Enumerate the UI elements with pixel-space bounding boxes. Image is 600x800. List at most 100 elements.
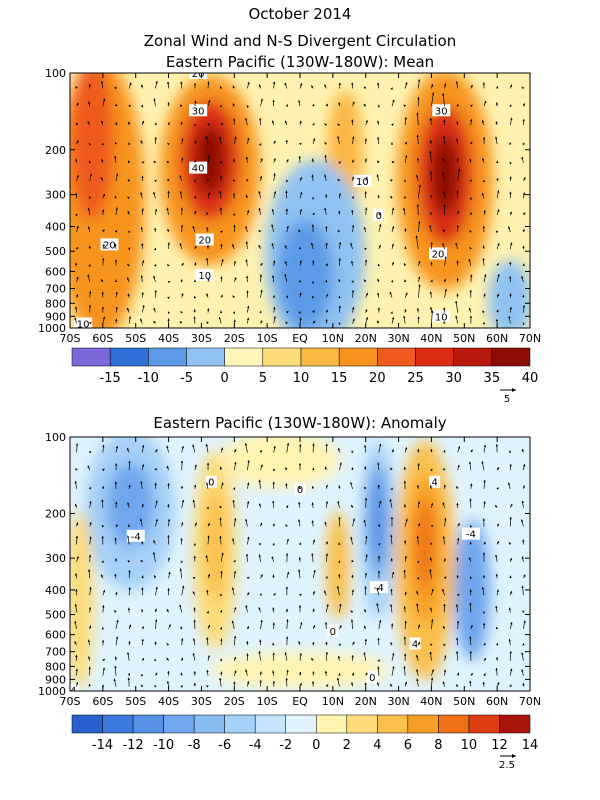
anomaly-wind-vector-head	[495, 554, 498, 558]
anomaly-wind-vector-head	[430, 449, 433, 452]
anomaly-wind-vector-head	[443, 450, 446, 453]
anomaly-wind-vector-head	[89, 536, 92, 539]
anomaly-wind-vector-head	[510, 668, 513, 672]
mean-wind-vector-head	[325, 293, 329, 297]
mean-wind-vector-head	[284, 120, 288, 124]
mean-wind-vector-head	[351, 82, 354, 85]
anomaly-wind-vector-head	[193, 543, 196, 546]
anomaly-wind-vector-head	[206, 611, 209, 614]
mean-wind-vector-head	[167, 102, 170, 105]
anomaly-wind-vector-head	[272, 481, 275, 485]
mean-wind-vector-head	[75, 158, 78, 161]
anomaly-wind-vector-head	[206, 637, 209, 640]
anomaly-wind-vector-head	[403, 569, 406, 573]
mean-wind-vector-head	[258, 143, 262, 146]
mean-reference-value: 5	[504, 394, 510, 405]
anomaly-westerly-equator	[326, 510, 350, 620]
anomaly-wind-vector-head	[390, 534, 393, 538]
mean-wind-vector-head	[74, 306, 78, 309]
mean-wind-vector-head	[456, 121, 459, 124]
mean-wind-vector-head	[140, 226, 143, 230]
anomaly-wind-vector-head	[273, 445, 276, 449]
mean-wind-vector-head	[443, 204, 446, 207]
mean-wind-vector-head	[180, 81, 183, 84]
anomaly-wind-vector-head	[88, 487, 92, 490]
mean-wind-vector-head	[429, 140, 432, 143]
anomaly-wind-vector-head	[180, 460, 184, 463]
mean-wind-vector-head	[219, 310, 223, 313]
anomaly-wind-vector-head	[311, 553, 314, 556]
anomaly-wind-vector-head	[352, 518, 356, 521]
anomaly-wind-vector-head	[469, 576, 473, 579]
anomaly-wind-vector-head	[154, 619, 158, 622]
mean-wind-vector-head	[482, 245, 485, 248]
mean-wind-vector-head	[194, 262, 197, 265]
mean-wind-vector-head	[300, 191, 303, 195]
mean-wind-vector-head	[88, 305, 92, 308]
anomaly-wind-vector-head	[192, 499, 195, 503]
anomaly-wind-vector-head	[272, 500, 275, 504]
anomaly-wind-vector-head	[470, 673, 473, 676]
mean-wind-vector-head	[114, 243, 117, 246]
anomaly-contour-label: 0	[208, 478, 214, 489]
mean-wind-vector-head	[325, 263, 328, 267]
anomaly-wind-vector-head	[206, 462, 210, 465]
anomaly-wind-vector-head	[167, 535, 170, 538]
mean-wind-vector-head	[325, 103, 328, 107]
anomaly-wind-vector-head	[167, 557, 171, 560]
mean-wind-vector-head	[232, 193, 236, 196]
anomaly-wind-vector-head	[101, 627, 105, 630]
anomaly-wind-vector-head	[285, 608, 289, 612]
anomaly-x-tick-label: 40N	[420, 695, 442, 708]
anomaly-wind-vector-head	[404, 555, 408, 559]
mean-wind-vector	[431, 92, 434, 107]
anomaly-wind-vector-head	[325, 641, 328, 645]
anomaly-wind-vector-head	[272, 622, 276, 625]
anomaly-wind-vector-head	[139, 518, 143, 522]
anomaly-contour-label: 4	[412, 639, 418, 650]
anomaly-wind-vector-head	[470, 449, 473, 452]
mean-wind-vector-head	[127, 179, 131, 182]
mean-wind-vector-head	[284, 274, 287, 277]
mean-wind-vector-head	[522, 229, 525, 232]
anomaly-wind-vector-head	[179, 604, 182, 608]
mean-wind-vector-head	[376, 174, 379, 177]
anomaly-wind-vector-head	[457, 594, 460, 597]
anomaly-wind-vector-head	[74, 481, 77, 484]
anomaly-wind-vector-head	[521, 556, 524, 559]
anomaly-wind-vector-head	[351, 574, 354, 578]
mean-wind-vector-head	[87, 207, 90, 211]
anomaly-wind-vector-head	[220, 570, 223, 574]
anomaly-wind-vector-head	[351, 450, 354, 454]
mean-colorbar-tick-label: 0	[221, 371, 229, 386]
mean-wind-vector-head	[482, 225, 485, 229]
mean-y-tick-label: 1000	[38, 322, 66, 335]
mean-wind-vector-head	[481, 158, 485, 161]
mean-wind-vector-head	[89, 173, 93, 176]
anomaly-wind-vector-head	[363, 519, 366, 523]
anomaly-colorbar-cell	[468, 714, 500, 734]
mean-wind-vector-head	[88, 245, 91, 249]
anomaly-wind-vector-head	[483, 444, 487, 448]
anomaly-colorbar-tick-label: 4	[373, 738, 381, 753]
mean-wind-vector-head	[481, 192, 485, 196]
mean-wind-vector-head	[286, 179, 289, 183]
mean-wind-vector-head	[115, 122, 118, 125]
anomaly-wind-vector-head	[442, 502, 445, 505]
mean-wind-vector-head	[75, 294, 79, 297]
anomaly-wind-vector-head	[336, 677, 340, 681]
mean-wind-vector-head	[481, 120, 485, 123]
mean-wind-vector-head	[193, 123, 196, 127]
anomaly-wind-vector-head	[469, 636, 472, 639]
anomaly-wind-vector-head	[443, 576, 447, 579]
anomaly-wind-vector-head	[350, 482, 353, 485]
mean-wind-vector-head	[75, 86, 78, 89]
anomaly-wind-vector-head	[351, 672, 355, 676]
anomaly-wind-vector-head	[194, 522, 197, 526]
mean-wind-vector-head	[469, 315, 473, 318]
anomaly-wind-vector-head	[246, 653, 249, 656]
header-line-1: October 2014	[249, 5, 352, 23]
anomaly-wind-vector-head	[259, 680, 262, 683]
mean-wind-vector-head	[153, 247, 157, 251]
